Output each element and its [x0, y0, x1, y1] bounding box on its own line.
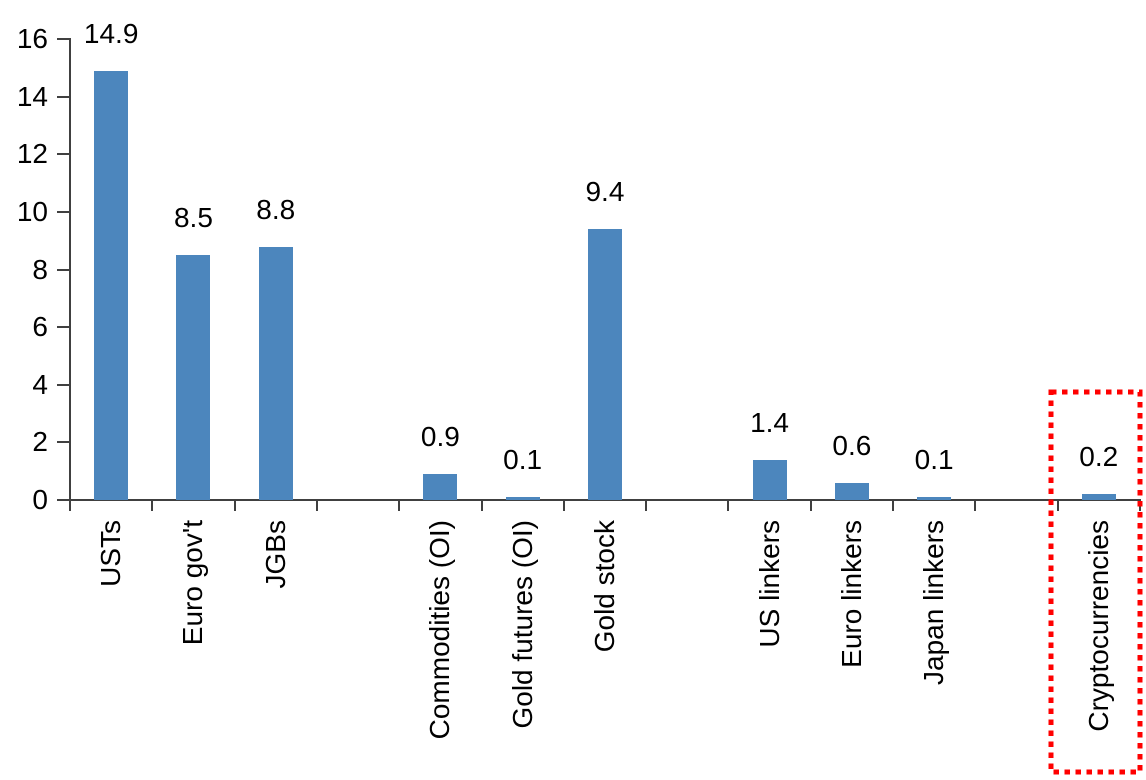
bar-us-linkers	[752, 460, 787, 500]
bar-value-label: 8.8	[256, 194, 296, 225]
x-axis-tick	[727, 500, 730, 511]
bar-gold-futures-oi-	[505, 497, 540, 500]
category-label: Cryptocurrencies	[1082, 520, 1114, 732]
y-axis-tick	[57, 326, 70, 329]
category-label: Commodities (OI)	[424, 520, 456, 740]
x-axis-tick	[892, 500, 894, 511]
bar-cryptocurrencies	[1081, 494, 1116, 500]
category-label: JGBs	[259, 520, 291, 589]
y-tick-label: 10	[16, 196, 48, 227]
x-axis-tick	[398, 500, 401, 511]
bar-commodities-oi-	[423, 474, 458, 500]
category-label: Euro linkers	[835, 520, 867, 668]
category-label: US linkers	[753, 520, 785, 648]
y-tick-label: 2	[32, 426, 48, 458]
y-axis-tick	[57, 153, 70, 156]
bar-value-label: 1.4	[750, 407, 790, 438]
bar-gold-stock	[587, 229, 622, 500]
category-label: Gold futures (OI)	[506, 520, 538, 729]
y-axis-tick	[57, 95, 70, 98]
bar-euro-linkers	[834, 483, 869, 500]
x-axis-line	[57, 499, 1141, 501]
bar-jgbs	[258, 247, 293, 500]
category-label: USTs	[95, 520, 127, 587]
x-axis-tick	[809, 500, 812, 511]
bar-usts	[94, 71, 129, 500]
x-axis-tick	[151, 500, 154, 511]
category-label: Japan linkers	[918, 520, 950, 685]
x-axis-tick	[645, 500, 648, 511]
x-axis-tick	[562, 500, 565, 511]
x-axis-tick	[233, 500, 236, 511]
y-tick-label: 12	[16, 138, 48, 170]
y-tick-label: 8	[32, 253, 48, 285]
category-label: Euro gov't	[177, 520, 209, 646]
bar-value-label: 9.4	[585, 176, 625, 207]
y-tick-label: 6	[32, 311, 48, 343]
x-axis-tick	[315, 500, 318, 511]
y-tick-label: 4	[32, 368, 48, 400]
x-axis-tick	[1056, 500, 1059, 511]
y-tick-label: 16	[16, 23, 48, 55]
bar-value-label: 0.6	[832, 430, 872, 461]
y-axis-tick	[57, 38, 70, 41]
bar-value-label: 0.1	[914, 444, 954, 475]
y-axis-tick	[57, 383, 70, 386]
x-axis-tick	[1138, 500, 1141, 511]
category-label: Gold stock	[588, 520, 620, 653]
bar-value-label: 14.9	[83, 18, 139, 49]
x-axis-tick	[974, 500, 977, 511]
y-tick-label: 14	[16, 80, 48, 112]
x-axis-tick	[480, 500, 483, 511]
y-axis-tick	[57, 441, 70, 444]
bar-value-label: 0.9	[420, 421, 460, 452]
bar-value-label: 0.2	[1079, 441, 1119, 472]
y-axis-tick	[57, 268, 70, 271]
y-axis-tick	[57, 211, 70, 213]
y-axis-line	[69, 38, 71, 511]
bar-value-label: 8.5	[173, 202, 213, 233]
bar-euro-gov-t	[176, 255, 211, 500]
bar-value-label: 0.1	[503, 444, 543, 475]
bar-japan-linkers	[917, 497, 952, 500]
y-tick-label: 0	[32, 484, 48, 515]
